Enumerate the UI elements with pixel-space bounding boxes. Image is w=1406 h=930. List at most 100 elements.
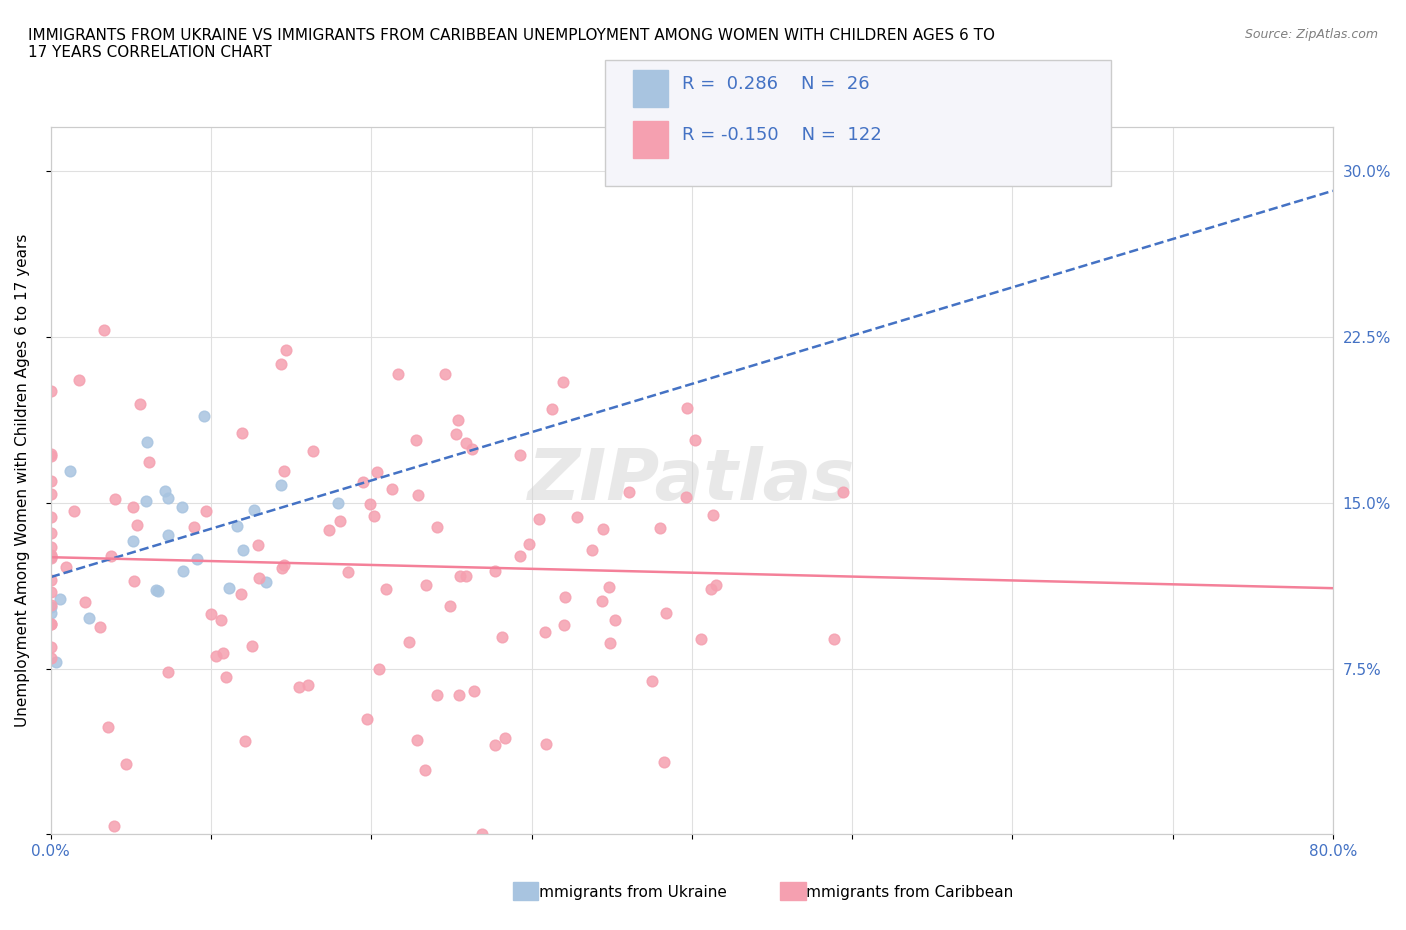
Point <box>326 496 349 511</box>
Point <box>648 521 671 536</box>
Point <box>103 818 125 833</box>
Point <box>93 323 115 338</box>
Text: R = -0.150    N =  122: R = -0.150 N = 122 <box>682 126 882 144</box>
Point <box>426 687 449 702</box>
Point <box>447 687 470 702</box>
Point <box>242 502 264 517</box>
Text: Immigrants from Ukraine: Immigrants from Ukraine <box>520 885 727 900</box>
Point <box>273 558 295 573</box>
Point <box>368 661 391 676</box>
Point <box>534 625 557 640</box>
Point <box>509 549 531 564</box>
Point <box>146 583 169 598</box>
Point <box>39 605 62 620</box>
Point <box>97 720 120 735</box>
Point <box>565 510 588 525</box>
Point <box>39 617 62 631</box>
Point <box>39 446 62 461</box>
Point <box>823 631 845 646</box>
Point <box>446 426 468 441</box>
Point <box>699 581 721 596</box>
Point <box>129 396 152 411</box>
Point <box>553 618 575 632</box>
Point <box>103 491 125 506</box>
Point <box>233 734 256 749</box>
Point <box>145 583 167 598</box>
Point <box>408 487 430 502</box>
Point <box>39 539 62 554</box>
Point <box>122 574 145 589</box>
Point <box>155 484 177 498</box>
Point <box>270 356 292 371</box>
Point <box>240 639 263 654</box>
Point <box>363 509 385 524</box>
Point <box>359 497 381 512</box>
Point <box>598 579 620 594</box>
Point <box>540 402 562 417</box>
Point <box>39 510 62 525</box>
Point <box>79 610 101 625</box>
Point <box>39 550 62 565</box>
Point <box>413 763 436 777</box>
Point <box>273 463 295 478</box>
Point <box>135 494 157 509</box>
Point <box>232 542 254 557</box>
Point <box>617 485 640 499</box>
Point <box>318 523 340 538</box>
Point <box>39 551 62 565</box>
Point <box>39 487 62 502</box>
Point <box>136 434 159 449</box>
Point <box>689 631 711 646</box>
Point <box>484 737 506 752</box>
Point <box>534 737 557 751</box>
Point <box>553 375 575 390</box>
Point <box>183 520 205 535</box>
Point <box>405 432 427 447</box>
Point <box>270 561 292 576</box>
Point <box>287 680 309 695</box>
Point <box>122 499 145 514</box>
Text: IMMIGRANTS FROM UKRAINE VS IMMIGRANTS FROM CARIBBEAN UNEMPLOYMENT AMONG WOMEN WI: IMMIGRANTS FROM UKRAINE VS IMMIGRANTS FR… <box>28 28 995 60</box>
Point <box>75 595 97 610</box>
Point <box>172 564 194 578</box>
Point <box>200 606 222 621</box>
Point <box>39 640 62 655</box>
Point <box>366 465 388 480</box>
Point <box>170 500 193 515</box>
Point <box>581 542 603 557</box>
Point <box>39 525 62 540</box>
Point <box>138 454 160 469</box>
Point <box>193 408 215 423</box>
Point <box>212 645 235 660</box>
Point <box>229 587 252 602</box>
Point <box>218 580 240 595</box>
Point <box>247 570 270 585</box>
Point <box>122 533 145 548</box>
Point <box>381 482 404 497</box>
Point <box>209 613 232 628</box>
Point <box>527 512 550 526</box>
Point <box>375 581 398 596</box>
Y-axis label: Unemployment Among Women with Children Ages 6 to 17 years: Unemployment Among Women with Children A… <box>15 233 30 727</box>
Point <box>406 733 429 748</box>
Point <box>254 575 277 590</box>
Point <box>39 448 62 463</box>
Point <box>685 432 707 447</box>
Point <box>831 485 853 499</box>
Point <box>463 684 485 698</box>
Point <box>39 616 62 631</box>
Point <box>439 599 461 614</box>
Text: Immigrants from Caribbean: Immigrants from Caribbean <box>787 885 1014 900</box>
Point <box>62 503 84 518</box>
Point <box>356 712 378 727</box>
Point <box>205 648 228 663</box>
Point <box>39 474 62 489</box>
Point <box>157 490 180 505</box>
Point <box>702 508 724 523</box>
Point <box>45 655 67 670</box>
Point <box>592 522 614 537</box>
Point <box>398 635 420 650</box>
Point <box>276 343 298 358</box>
Point <box>39 547 62 562</box>
Point <box>55 560 77 575</box>
